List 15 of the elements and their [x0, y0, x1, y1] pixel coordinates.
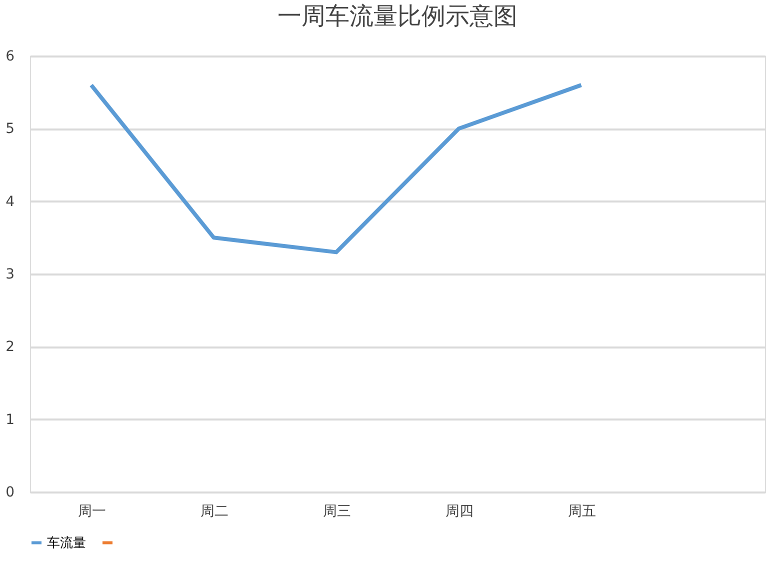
legend-label: 车流量: [47, 534, 86, 551]
x-tick-label: 周四: [445, 504, 474, 520]
x-tick-label: 周五: [568, 504, 596, 520]
x-tick-label: 周一: [78, 504, 106, 520]
x-tick-label: 周三: [322, 504, 351, 520]
chart-title: 一周车流量比例示意图: [278, 2, 518, 30]
y-tick-label: 3: [6, 266, 14, 282]
y-tick-label: 0: [6, 484, 14, 500]
y-tick-label: 2: [6, 339, 14, 356]
x-tick-label: 周二: [200, 504, 228, 520]
y-tick-label: 6: [6, 48, 15, 64]
y-tick-label: 4: [6, 194, 15, 210]
y-tick-label: 1: [6, 412, 14, 428]
y-tick-label: 5: [6, 121, 14, 138]
line-series: [89, 83, 584, 254]
